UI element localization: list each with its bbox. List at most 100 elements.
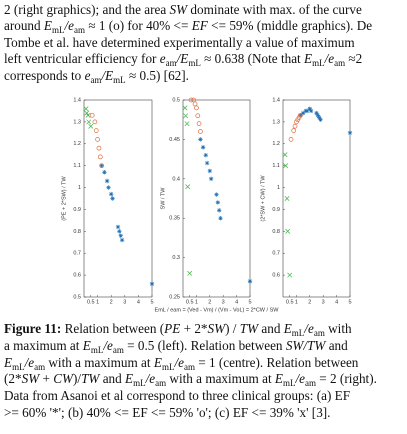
point (88, 123, 94, 129)
x-tick-label: 3 (322, 299, 325, 305)
point (284, 196, 290, 201)
x-tick-label: 4 (235, 299, 238, 305)
x-tick-label: 3 (123, 299, 126, 305)
text-run: + (39, 371, 54, 387)
text-run: <= 59% (middle graphics). De (207, 18, 373, 34)
text-run: e (84, 67, 91, 83)
text-run: mL (133, 378, 146, 389)
point (185, 184, 191, 190)
point (195, 113, 201, 119)
text-run: am (313, 328, 325, 338)
y-tick-label: 0.25 (169, 294, 180, 300)
text-run: Tombe et al. have determined experimenta… (4, 34, 355, 50)
text-run: E (304, 51, 313, 67)
text-run: /e (103, 337, 113, 353)
x-tick-label: 4 (335, 299, 338, 305)
y-tick-label: 0.5 (73, 294, 81, 300)
x-tick-label: 2 (308, 299, 311, 305)
point (318, 117, 323, 122)
text-run: mL (188, 58, 201, 69)
point (99, 163, 104, 168)
text-run: around (4, 18, 44, 34)
y-tick-label: 1 (277, 185, 280, 191)
point (316, 115, 322, 120)
plot-frame (83, 99, 153, 298)
plot-frame (282, 99, 351, 298)
y-tick-label: 1.3 (73, 119, 81, 125)
text-run: /e (304, 321, 314, 336)
point (218, 216, 223, 221)
point (106, 185, 111, 190)
y-tick-label: 1.1 (272, 163, 280, 169)
point (200, 145, 206, 150)
point (298, 112, 303, 118)
point (216, 208, 222, 213)
point (86, 119, 92, 125)
text-run: Data from Asanoi et al correspond to thr… (4, 388, 351, 404)
text-run: E (82, 337, 91, 353)
point (291, 128, 297, 133)
y-tick-label: 0.5 (172, 97, 180, 103)
x-tick-label: 4 (137, 299, 140, 305)
text-line: (2*SW + CW)/TW and EmL/eam with a maximu… (4, 371, 404, 388)
text-run: ≈ 1 (o) for 40% <= (85, 18, 192, 34)
text-run: Relation between ( (61, 321, 165, 336)
point (118, 233, 123, 238)
y-tick-label: 0.6 (73, 273, 81, 279)
text-run: am (74, 25, 86, 36)
point (83, 106, 89, 112)
y-tick-label: 0.7 (272, 251, 280, 257)
x-tick-label: 5 (150, 299, 153, 305)
text-run: 2 (right graphics); and the area (4, 2, 170, 17)
point (283, 163, 289, 169)
point (115, 224, 121, 230)
y-tick-label: 0.9 (73, 207, 81, 213)
text-run: E (153, 354, 162, 370)
figure: 0.50.60.70.80.911.11.21.31.40.5 1 2 3 4 5(PE … (61, 97, 353, 313)
text-run: am (90, 74, 102, 85)
text-run: /e (174, 354, 184, 370)
point (149, 281, 155, 287)
point (207, 168, 212, 174)
text-line: Data from Asanoi et al correspond to thr… (4, 388, 404, 405)
x-tick-label: 1 (96, 299, 99, 305)
text-run: and (99, 371, 126, 387)
point (93, 128, 99, 133)
point (183, 113, 189, 119)
text-run: SW (21, 371, 40, 387)
y-tick-label: 1.2 (272, 141, 280, 147)
text-line: corresponds to eam/EmL ≈ 0.5) [62]. (4, 67, 404, 85)
text-run: = 0.5 (left). Relation between (123, 337, 286, 353)
text-run: am (34, 361, 46, 372)
text-run: mL (90, 344, 104, 355)
text-run: /e (64, 18, 75, 34)
text-run: + 2* (180, 321, 208, 336)
text-run: Figure 11: (4, 321, 62, 336)
point (117, 229, 122, 234)
text-run: /e (295, 371, 305, 387)
y-tick-label: 1.4 (272, 97, 280, 103)
point (204, 160, 210, 166)
point (194, 105, 199, 111)
text-run: EF (191, 18, 208, 34)
y-tick-label: 1.2 (73, 141, 81, 147)
text-run: and (258, 321, 284, 336)
text-run: )/ (73, 371, 82, 387)
text-run: PE (164, 321, 181, 336)
y-tick-label: 0.3 (172, 255, 180, 261)
y-axis-label: SW / TW (160, 187, 166, 210)
point (285, 228, 291, 234)
text-run: E (125, 371, 134, 387)
point (99, 163, 105, 169)
x-axis-label: EmL / eam = (Ved - Vm) / (Vm - VoL) = 2*… (155, 307, 280, 313)
text-line: a maximum at EmL/eam = 0.5 (left). Relat… (4, 338, 404, 355)
point (198, 129, 203, 134)
text-run: /E (176, 51, 189, 67)
text-run: mL (161, 361, 175, 372)
y-tick-label: 0.8 (73, 229, 81, 235)
point (191, 97, 197, 103)
text-run: E (283, 321, 292, 336)
text-run: /e (24, 354, 35, 370)
point (308, 108, 314, 114)
